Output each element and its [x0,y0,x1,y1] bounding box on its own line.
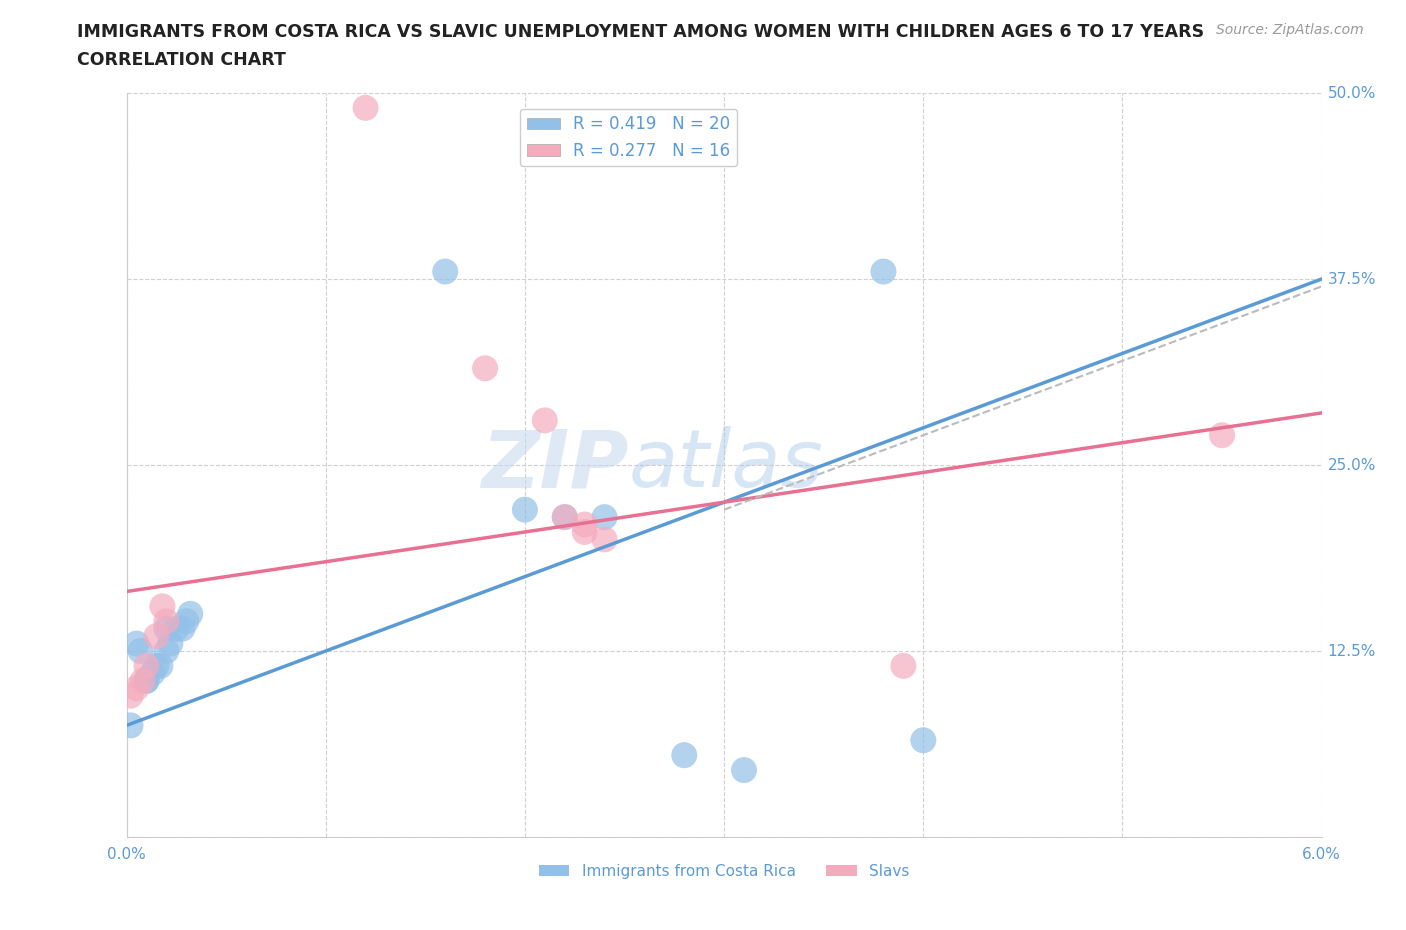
Point [150,599,174,614]
Point [733,763,755,777]
Text: 12.5%: 12.5% [1327,644,1376,658]
Point [434,264,457,279]
Point [891,658,914,673]
Text: CORRELATION CHART: CORRELATION CHART [77,51,287,69]
Point [354,100,377,115]
Point [593,532,616,547]
Point [554,510,576,525]
Point [554,510,576,525]
Point [174,614,197,629]
Point [135,673,157,688]
Point [593,510,616,525]
Point [872,264,894,279]
Text: 37.5%: 37.5% [1327,272,1376,286]
Text: IMMIGRANTS FROM COSTA RICA VS SLAVIC UNEMPLOYMENT AMONG WOMEN WITH CHILDREN AGES: IMMIGRANTS FROM COSTA RICA VS SLAVIC UNE… [77,23,1205,41]
Point [574,525,596,539]
Point [159,636,181,651]
Point [513,502,536,517]
Text: Source: ZipAtlas.com: Source: ZipAtlas.com [1216,23,1364,37]
Point [155,644,177,658]
Point [125,636,148,651]
Point [172,621,194,636]
Text: atlas: atlas [628,426,824,504]
Point [120,688,142,703]
Point [135,673,157,688]
Point [912,733,935,748]
Text: 25.0%: 25.0% [1327,458,1376,472]
Point [673,748,696,763]
Point [145,629,167,644]
Point [125,681,148,696]
Point [129,644,152,658]
Legend: Immigrants from Costa Rica, Slavs: Immigrants from Costa Rica, Slavs [533,858,915,885]
Point [120,718,142,733]
Point [534,413,557,428]
Point [574,517,596,532]
Point [149,658,172,673]
Point [135,658,157,673]
Point [1211,428,1233,443]
Point [145,658,167,673]
Point [155,614,177,629]
Text: ZIP: ZIP [481,426,628,504]
Point [474,361,496,376]
Text: 50.0%: 50.0% [1327,86,1376,100]
Point [155,621,177,636]
Point [179,606,201,621]
Point [131,673,153,688]
Point [165,621,187,636]
Point [141,666,163,681]
